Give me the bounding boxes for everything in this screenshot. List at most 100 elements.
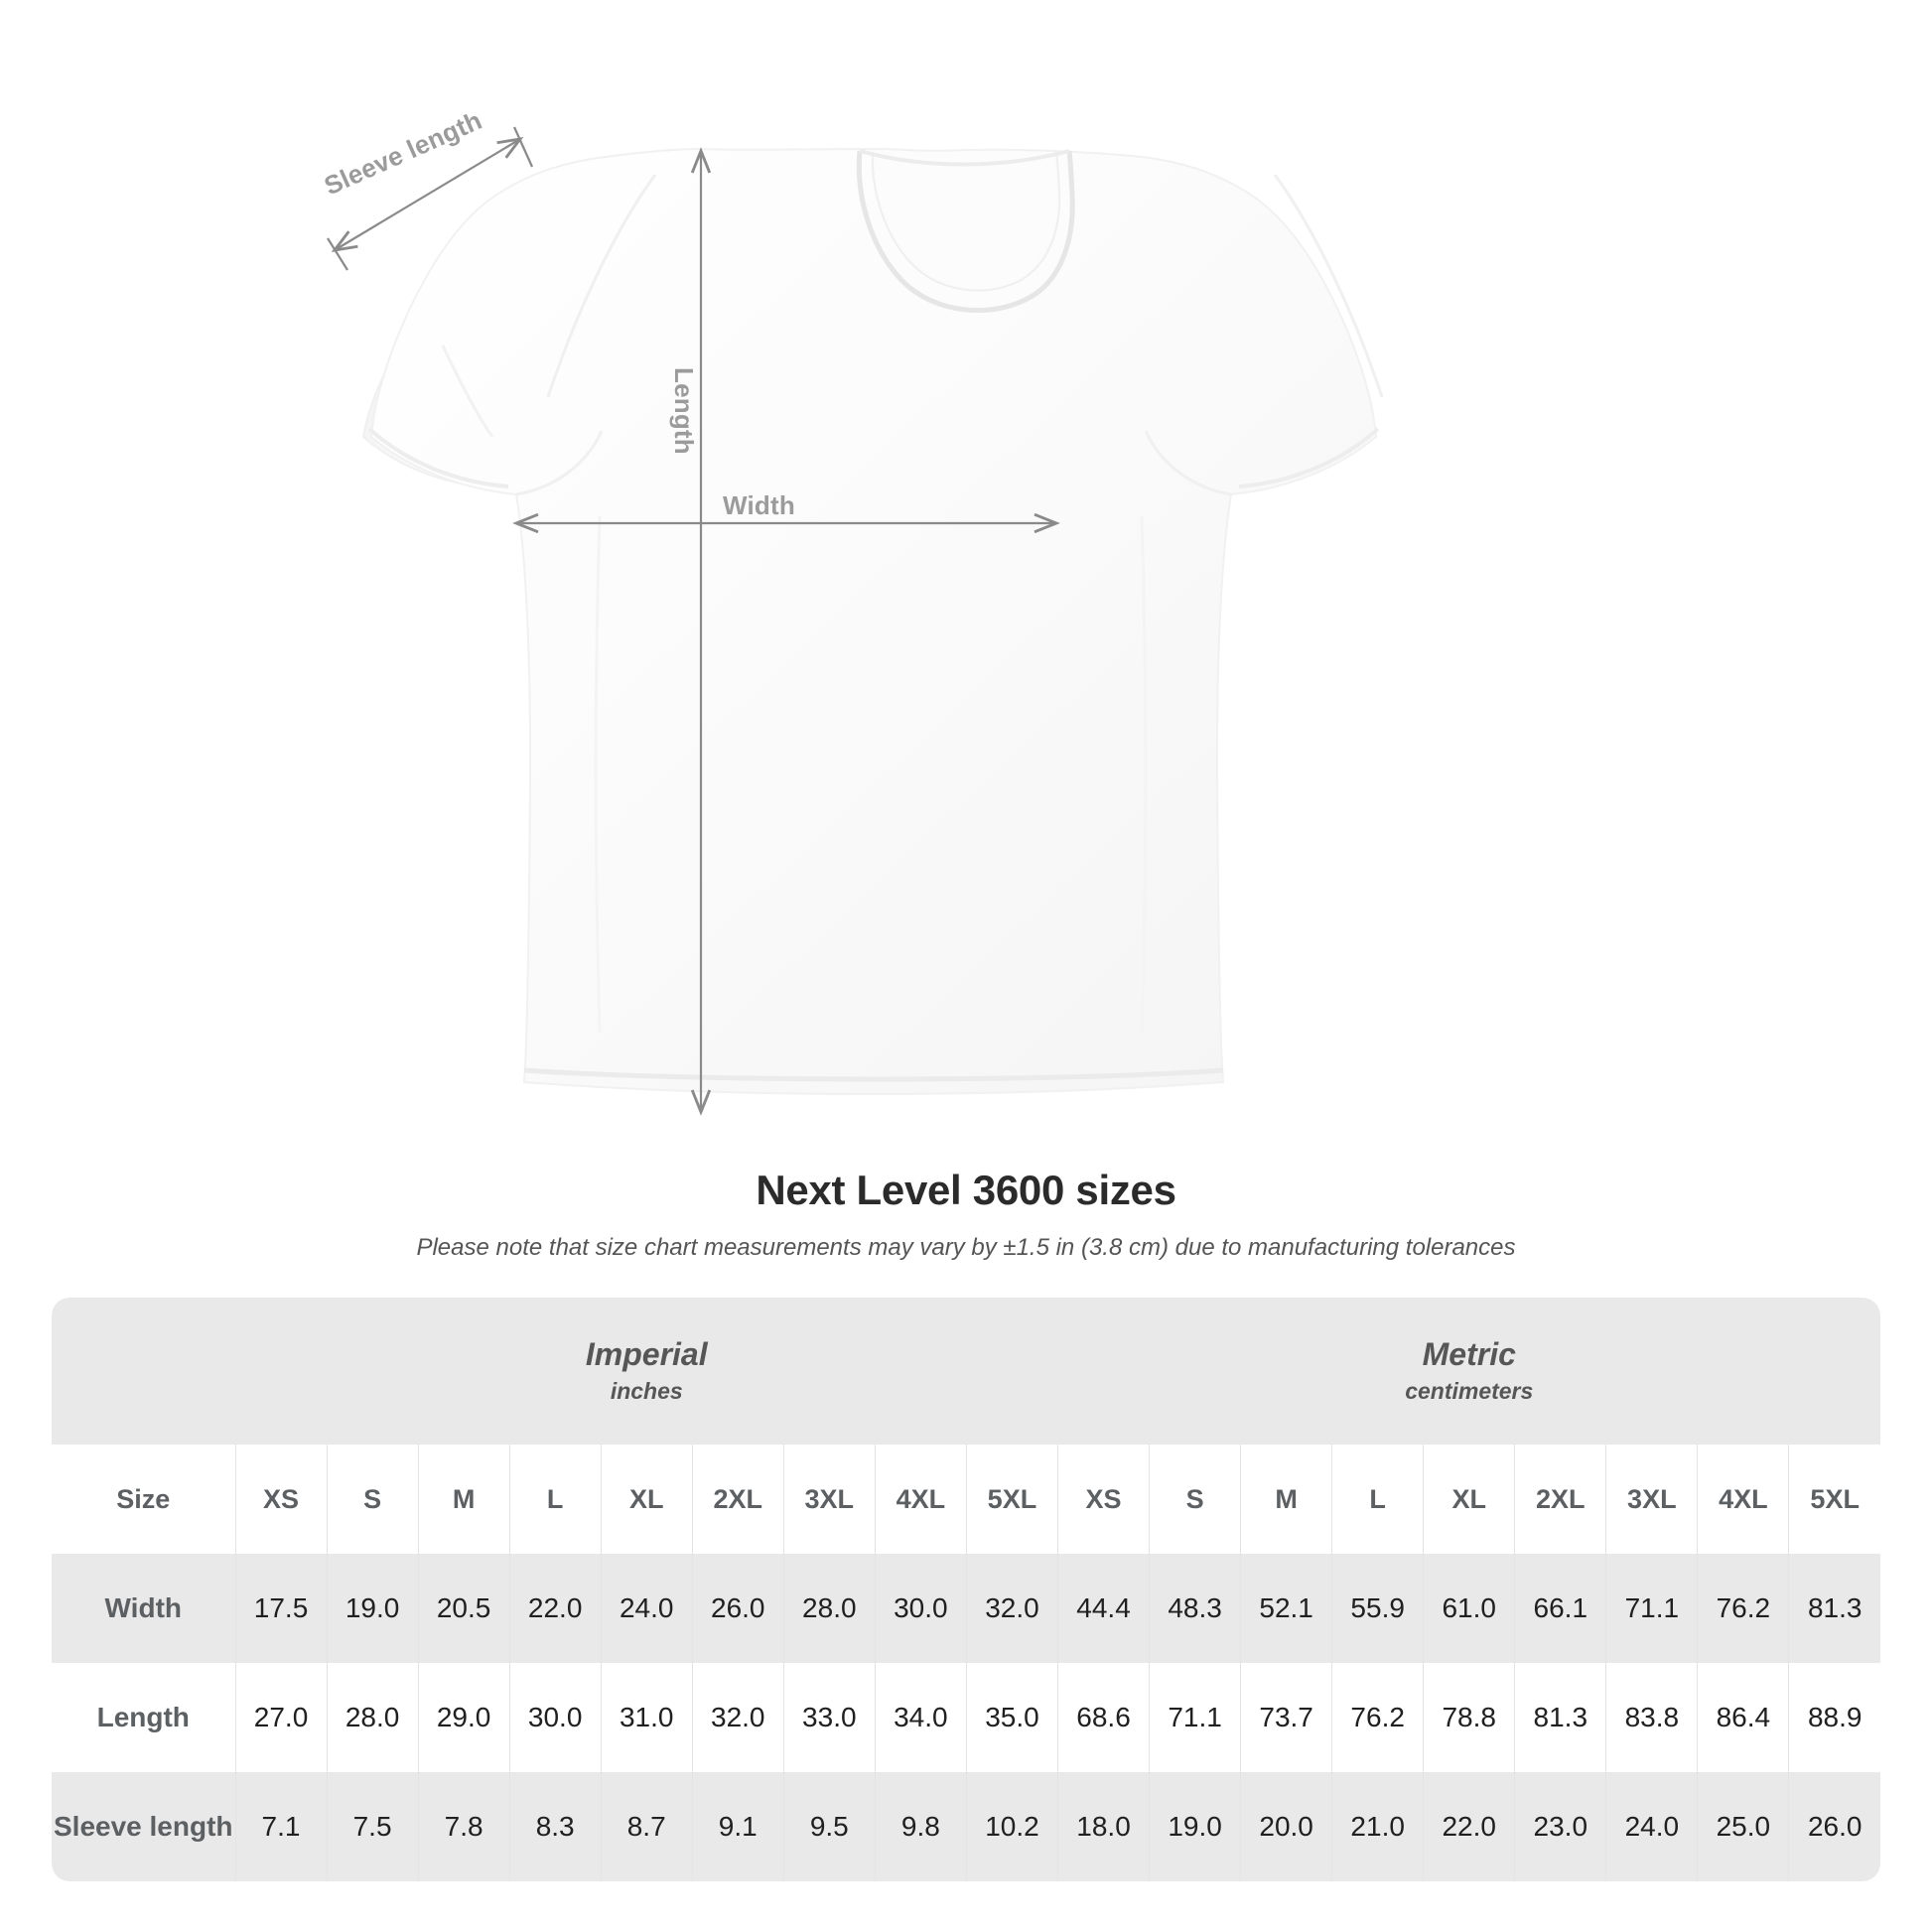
measurement-cell: 24.0 — [1605, 1772, 1698, 1881]
row-header-cell: Length — [52, 1663, 235, 1772]
measurement-cell: 25.0 — [1697, 1772, 1789, 1881]
measurement-cell: 22.0 — [508, 1554, 602, 1663]
size-header-cell: 2XL — [691, 1445, 784, 1554]
measurement-cell: 10.2 — [965, 1772, 1058, 1881]
table-row: Length 27.0 28.0 29.0 30.0 31.0 32.0 33.0 34.0 35… — [52, 1663, 1880, 1772]
measurement-cell: 81.3 — [1788, 1554, 1880, 1663]
collar-fill — [873, 152, 1059, 290]
measurement-cell: 31.0 — [600, 1663, 693, 1772]
row-header-cell: Width — [52, 1554, 235, 1663]
size-header-cell: XS — [1057, 1445, 1150, 1554]
sleeve-length-arrow — [331, 137, 524, 252]
size-header-cell: L — [1331, 1445, 1424, 1554]
measurement-cell: 23.0 — [1514, 1772, 1606, 1881]
sleeve-tick-start — [327, 237, 348, 271]
measurement-cell: 29.0 — [417, 1663, 510, 1772]
size-chart-table: Imperial inches Metric centimeters Size … — [52, 1298, 1880, 1881]
measurement-cell: 55.9 — [1331, 1554, 1424, 1663]
left-sleeve-hem — [367, 427, 509, 488]
neck-band — [859, 149, 1070, 167]
size-header-row: Size XS S M L XL 2XL 3XL 4XL 5XL XS S M L XL 2XL 3XL 4XL… — [52, 1445, 1880, 1554]
measurement-cell: 28.0 — [326, 1663, 419, 1772]
size-header-cell: XL — [600, 1445, 693, 1554]
measurement-cell: 26.0 — [1788, 1772, 1880, 1881]
size-header-cell: 2XL — [1514, 1445, 1606, 1554]
size-header-cell: 3XL — [782, 1445, 876, 1554]
measurement-cell: 8.3 — [508, 1772, 602, 1881]
measurement-cell: 76.2 — [1697, 1554, 1789, 1663]
measurement-cell: 9.8 — [874, 1772, 967, 1881]
measurement-cell: 7.8 — [417, 1772, 510, 1881]
unit-group-imperial-name: Imperial — [585, 1335, 708, 1372]
fold-sleeve-left — [441, 345, 494, 438]
measurement-cell: 35.0 — [965, 1663, 1058, 1772]
measurement-cell: 61.0 — [1423, 1554, 1515, 1663]
size-header-cell: 5XL — [965, 1445, 1058, 1554]
tshirt-diagram-svg — [327, 126, 1384, 1116]
right-sleeve-hem — [1238, 427, 1380, 488]
size-chart-table-wrapper: Imperial inches Metric centimeters Size … — [52, 1298, 1880, 1881]
measurement-cell: 19.0 — [1149, 1772, 1241, 1881]
fold-left — [594, 515, 602, 1034]
unit-group-row: Imperial inches Metric centimeters — [52, 1298, 1880, 1445]
row-header-cell: Sleeve length — [52, 1772, 235, 1881]
size-header-cell: 3XL — [1605, 1445, 1698, 1554]
measurement-cell: 24.0 — [600, 1554, 693, 1663]
measurement-cell: 27.0 — [234, 1663, 328, 1772]
measurement-cell: 7.5 — [326, 1772, 419, 1881]
measurement-cell: 30.0 — [508, 1663, 602, 1772]
size-header-cell: S — [1149, 1445, 1241, 1554]
size-header-cell: S — [326, 1445, 419, 1554]
bottom-hem — [523, 1067, 1224, 1082]
measurement-cell: 52.1 — [1240, 1554, 1332, 1663]
measurement-cell: 71.1 — [1149, 1663, 1241, 1772]
table-body: Width 17.5 19.0 20.5 22.0 24.0 26.0 28.0 30.0 32.… — [52, 1554, 1880, 1881]
measurement-cell: 7.1 — [234, 1772, 328, 1881]
measurement-cell: 66.1 — [1514, 1554, 1606, 1663]
size-header-label: Size — [52, 1445, 235, 1554]
measurement-cell: 88.9 — [1788, 1663, 1880, 1772]
measurement-cell: 76.2 — [1331, 1663, 1424, 1772]
tshirt-torso — [369, 147, 1378, 1096]
tolerance-note: Please note that size chart measurements… — [416, 1234, 1516, 1261]
fold-right — [1140, 515, 1148, 1034]
unit-group-imperial: Imperial inches — [235, 1298, 1058, 1445]
unit-group-metric: Metric centimeters — [1057, 1298, 1880, 1445]
right-armhole-seam — [1144, 430, 1232, 496]
size-header-cell: M — [417, 1445, 510, 1554]
unit-group-imperial-sub: inches — [610, 1377, 683, 1404]
measurement-cell: 17.5 — [234, 1554, 328, 1663]
measurement-cell: 83.8 — [1605, 1663, 1698, 1772]
size-header-cell: 4XL — [874, 1445, 967, 1554]
neckline-outer — [856, 150, 1075, 313]
unit-group-metric-sub: centimeters — [1405, 1377, 1534, 1404]
measurement-cell: 8.7 — [600, 1772, 693, 1881]
length-label: Length — [669, 367, 699, 455]
size-header-cell: XL — [1423, 1445, 1515, 1554]
table-head: Imperial inches Metric centimeters Size … — [52, 1298, 1880, 1554]
measurement-cell: 78.8 — [1423, 1663, 1515, 1772]
page-title: Next Level 3600 sizes — [756, 1167, 1176, 1213]
width-label: Width — [723, 490, 795, 520]
sleeve-tick-end — [512, 126, 534, 168]
measurement-cell: 22.0 — [1423, 1772, 1515, 1881]
measurement-cell: 32.0 — [965, 1554, 1058, 1663]
dimension-lines — [327, 126, 1060, 1116]
measurement-cell: 86.4 — [1697, 1663, 1789, 1772]
tshirt-body-shape — [361, 147, 1384, 1096]
measurement-cell: 48.3 — [1149, 1554, 1241, 1663]
tshirt-illustration: Sleeve length Length Width — [320, 105, 1384, 1116]
measurement-cell: 71.1 — [1605, 1554, 1698, 1663]
size-header-cell: 4XL — [1697, 1445, 1789, 1554]
table-row: Width 17.5 19.0 20.5 22.0 24.0 26.0 28.0 30.0 32.… — [52, 1554, 1880, 1663]
measurement-cell: 20.5 — [417, 1554, 510, 1663]
measurement-cell: 68.6 — [1057, 1663, 1150, 1772]
measurement-cell: 28.0 — [782, 1554, 876, 1663]
measurement-cell: 26.0 — [691, 1554, 784, 1663]
size-header-cell: 5XL — [1788, 1445, 1880, 1554]
measurement-cell: 18.0 — [1057, 1772, 1150, 1881]
measurement-cell: 21.0 — [1331, 1772, 1424, 1881]
unit-group-metric-name: Metric — [1422, 1335, 1516, 1372]
right-shoulder-seam — [1273, 174, 1384, 398]
left-shoulder-seam — [546, 174, 657, 398]
